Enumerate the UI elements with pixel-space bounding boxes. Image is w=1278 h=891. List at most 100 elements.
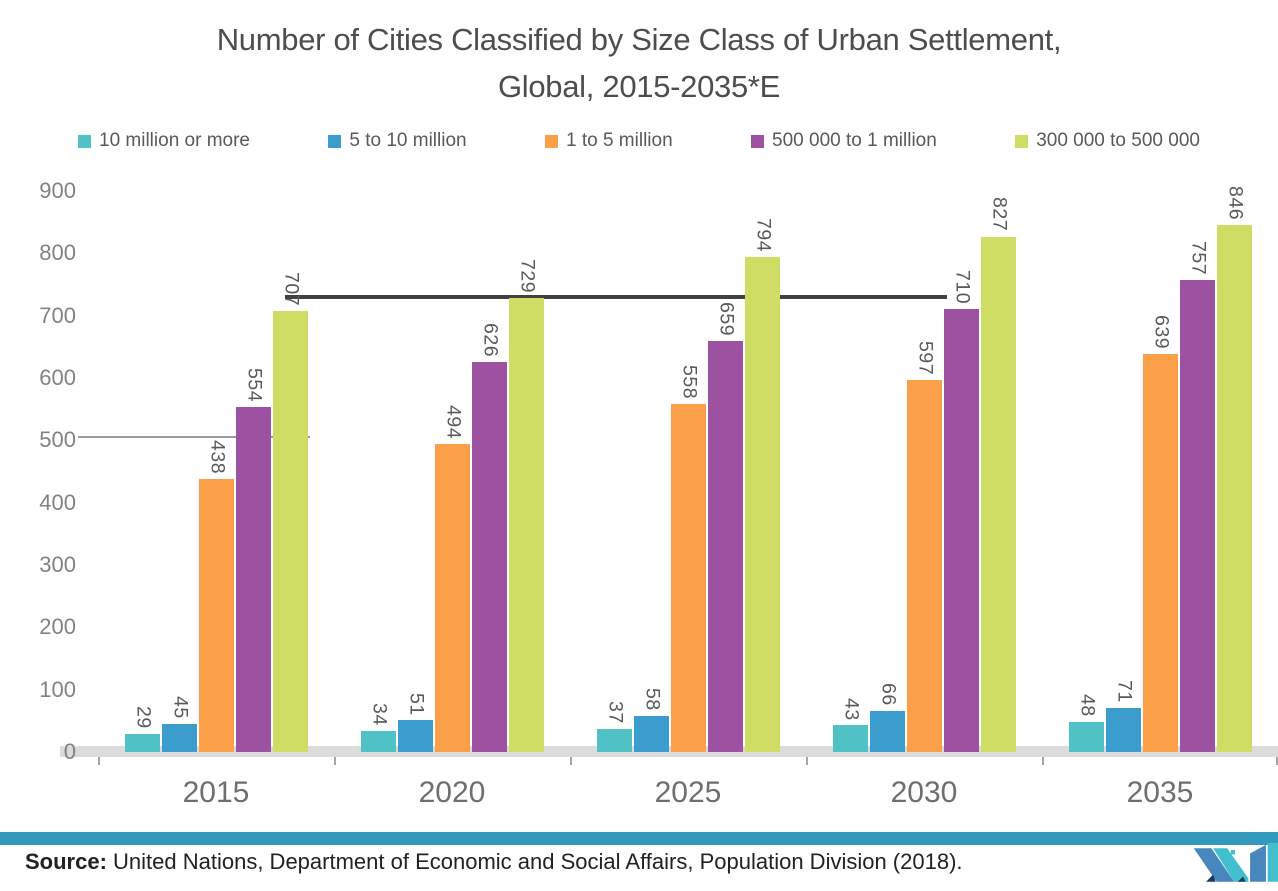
x-axis-tick <box>334 757 336 765</box>
bar-2020-series-2 <box>434 444 470 752</box>
bar-value-label: 51 <box>405 692 428 716</box>
y-axis-label: 700 <box>39 302 76 328</box>
chart-title-line1: Number of Cities Classified by Size Clas… <box>216 22 1062 57</box>
bar-2030-series-1 <box>869 710 905 752</box>
bar-2035-series-4 <box>1216 224 1252 752</box>
logo-shape <box>1267 843 1278 882</box>
bar-value-label: 494 <box>442 405 465 440</box>
bar-value-label: 71 <box>1113 680 1136 703</box>
bar-2035-series-0 <box>1068 722 1104 752</box>
bar-value-label: 66 <box>877 683 900 706</box>
bar-value-label: 707 <box>280 272 303 307</box>
bar-group-2015: 29 45 438 554 707 <box>124 191 308 752</box>
bar-2015-series-0 <box>124 733 160 752</box>
bar-value-label: 597 <box>914 340 937 375</box>
bar-2020-series-4 <box>508 297 544 752</box>
legend-item: 300 000 to 500 000 <box>1015 130 1200 152</box>
y-axis-label: 800 <box>39 240 76 266</box>
bar-value-label: 554 <box>243 367 266 402</box>
bar-value-label: 794 <box>752 218 775 253</box>
x-axis-baseline <box>60 746 1278 757</box>
mordor-intelligence-logo <box>1193 843 1278 882</box>
legend-item: 1 to 5 million <box>544 130 673 152</box>
legend-label: 300 000 to 500 000 <box>1036 130 1200 151</box>
bar-2020-series-0 <box>360 730 396 752</box>
logo-shape <box>1213 848 1249 882</box>
x-axis-tick <box>806 757 808 765</box>
legend-label: 1 to 5 million <box>565 130 673 151</box>
bar-2025-series-0 <box>596 728 632 752</box>
bar-2030-series-2 <box>906 379 942 752</box>
source-text: Source: United Nations, Department of Ec… <box>25 849 1185 875</box>
bar-value-label: 37 <box>604 701 627 724</box>
bar-value-label: 757 <box>1187 241 1210 276</box>
source-label: Source: <box>25 849 107 874</box>
bar-group-2020: 34 51 494 626 729 <box>360 191 544 752</box>
bar-value-label: 558 <box>678 365 701 400</box>
bar-2025-series-4 <box>744 257 780 752</box>
footer-divider-bar <box>0 832 1278 845</box>
bar-group-2025: 37 58 558 659 794 <box>596 191 780 752</box>
y-axis-label: 900 <box>39 178 76 203</box>
y-axis-label: 300 <box>39 552 76 577</box>
y-axis-label: 600 <box>39 365 76 390</box>
logo-shape <box>1193 848 1235 882</box>
bar-value-label: 29 <box>132 706 155 729</box>
x-axis-label-2035: 2035 <box>1126 776 1194 809</box>
x-axis-tick <box>570 757 572 765</box>
legend-item: 5 to 10 million <box>328 130 467 152</box>
logo-shape <box>1250 844 1266 882</box>
legend-label: 5 to 10 million <box>349 130 467 151</box>
legend: 10 million or more 5 to 10 million 1 to 5 … <box>78 130 1200 152</box>
x-axis-label-2025: 2025 <box>654 776 722 809</box>
logo-shape <box>1237 876 1246 882</box>
y-axis-label: 200 <box>39 614 76 640</box>
legend-label: 10 million or more <box>99 130 250 151</box>
bar-2020-series-1 <box>397 720 433 752</box>
bar-2030-series-4 <box>980 236 1016 752</box>
y-axis-label: 400 <box>39 489 76 515</box>
legend-item: 10 million or more <box>78 130 250 152</box>
legend-swatch-icon <box>78 134 91 148</box>
logo-shape <box>1230 850 1236 855</box>
source-value: United Nations, Department of Economic a… <box>106 849 963 874</box>
bar-value-label: 58 <box>641 688 664 711</box>
legend-swatch-icon <box>328 134 342 148</box>
x-axis-tick <box>1042 757 1044 765</box>
bar-value-label: 45 <box>169 696 192 719</box>
bar-2025-series-1 <box>633 715 669 752</box>
bar-2015-series-2 <box>198 479 234 752</box>
bar-2035-series-3 <box>1179 280 1215 752</box>
bar-value-label: 729 <box>516 258 539 293</box>
bar-2015-series-3 <box>235 406 271 752</box>
bar-group-2035: 48 71 639 757 846 <box>1068 186 1252 752</box>
bar-value-label: 48 <box>1076 694 1099 718</box>
x-axis-label-2030: 2030 <box>890 776 958 809</box>
bar-value-label: 827 <box>988 197 1011 232</box>
bar-value-label: 710 <box>951 270 974 305</box>
bar-2025-series-3 <box>707 341 743 752</box>
bar-value-label: 626 <box>479 322 502 357</box>
bar-2030-series-0 <box>832 725 868 752</box>
x-axis-label-2015: 2015 <box>182 776 250 809</box>
bar-value-label: 34 <box>368 703 391 726</box>
bar-value-label: 43 <box>840 697 863 721</box>
y-axis-label: 100 <box>39 676 76 702</box>
y-axis-label: 0 <box>63 739 76 764</box>
bar-value-label: 438 <box>206 439 229 474</box>
bar-value-label: 659 <box>715 302 738 337</box>
leader-line <box>78 436 310 438</box>
bar-group-2030: 43 66 597 710 827 <box>832 191 1016 752</box>
bar-2035-series-2 <box>1142 353 1178 752</box>
y-axis-label: 500 <box>39 427 76 453</box>
chart-title: Number of Cities Classified by Size Clas… <box>0 16 1278 110</box>
bar-value-label: 639 <box>1150 314 1173 349</box>
x-axis-tick <box>98 757 100 765</box>
x-axis-tick <box>1276 757 1278 765</box>
legend-label: 500 000 to 1 million <box>772 130 937 151</box>
logo-shape <box>1206 874 1216 882</box>
chart-title-line2: Global, 2015-2035*E <box>497 69 781 104</box>
legend-swatch-icon <box>544 134 558 148</box>
bar-2015-series-4 <box>272 311 308 752</box>
